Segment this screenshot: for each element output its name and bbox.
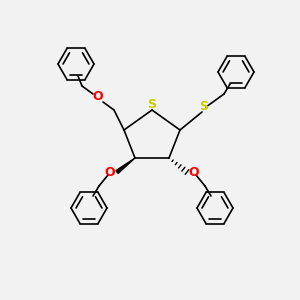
Text: O: O [93, 91, 103, 103]
Polygon shape [116, 158, 135, 173]
Text: S: S [200, 100, 208, 113]
Text: S: S [148, 98, 157, 110]
Text: O: O [105, 167, 115, 179]
Text: O: O [189, 167, 199, 179]
